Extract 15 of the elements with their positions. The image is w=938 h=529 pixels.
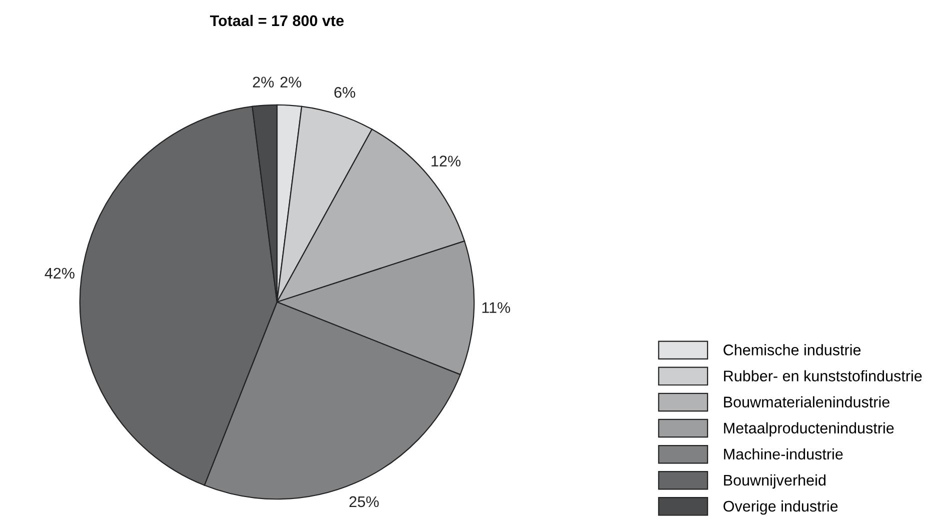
data-label: 6% [334,86,356,98]
data-label: 2% [252,76,274,88]
legend-label: Overige industrie [724,500,838,515]
legend-label: Metaalproductenindustrie [724,422,894,437]
legend-label: Bouwmaterialenindustrie [724,396,890,408]
legend-label: Chemische industrie [724,344,861,356]
data-label: 25% [349,496,379,508]
data-label: 12% [432,156,461,166]
data-label: 2% [280,76,302,88]
chart-title: Totaal = 17 800 vte [210,14,344,26]
data-label: 11% [482,302,510,313]
legend-label: Machine-industrie [724,448,843,460]
data-label: 42% [44,268,74,279]
legend-label: Rubber- en kunststofindustrie [724,370,922,382]
legend-label: Bouwnijverheid [724,474,826,489]
